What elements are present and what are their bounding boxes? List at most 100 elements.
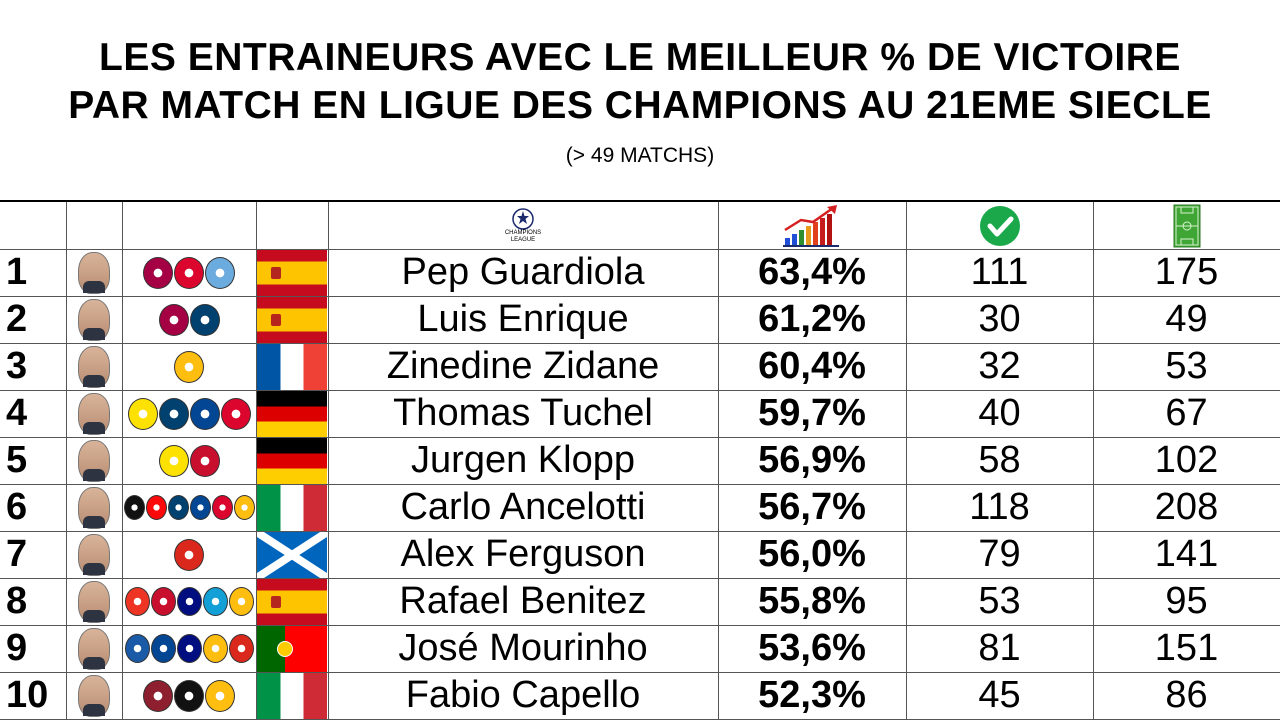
table-row: 4 Thomas Tuchel 59,7% 40 67 [0,390,1280,438]
coach-photo [66,625,122,672]
win-percentage: 61,2% [758,298,866,340]
matches: 95 [1165,580,1208,622]
club-crests [122,484,256,531]
club-crest-icon [205,256,235,289]
rank: 10 [6,674,49,716]
avatar [78,251,110,294]
matches: 102 [1154,439,1219,481]
wins: 45 [978,674,1021,716]
champions-league-logo: CHAMPIONS LEAGUE [328,202,718,249]
column-divider [122,202,123,720]
win-percentage: 60,4% [758,345,866,387]
club-crest-icon [158,303,189,336]
club-crest-icon [211,495,233,520]
rank: 3 [6,345,28,387]
flag-icon [257,249,327,296]
ranking-table: CHAMPIONS LEAGUE [0,200,1280,720]
nationality-flag [256,437,328,484]
club-crest-icon [158,444,189,477]
coach-photo [66,390,122,437]
club-crest-icon [174,256,204,289]
wins: 32 [978,345,1021,387]
avatar [78,439,110,482]
club-crest-group [123,495,255,520]
win-percentage: 56,9% [758,439,866,481]
rank: 8 [6,580,28,622]
club-crest-group [158,444,220,477]
flag-icon [257,484,327,531]
table-row: 6 Carlo Ancelotti 56,7% 118 208 [0,484,1280,532]
table-row: 2 Luis Enrique 61,2% 30 49 [0,296,1280,344]
table-row: 1 Pep Guardiola 63,4% 111 175 [0,249,1280,297]
club-crest-icon [228,587,254,616]
club-crest-group [174,350,204,383]
matches: 151 [1154,627,1219,669]
avatar [78,392,110,435]
avatar [78,674,110,717]
title-line-1: LES ENTRAINEURS AVEC LE MEILLEUR % DE VI… [99,36,1181,79]
check-circle-icon [906,202,1093,249]
title-line-2: PAR MATCH EN LIGUE DES CHAMPIONS AU 21EM… [68,84,1212,127]
flag-icon [257,390,327,437]
win-percentage: 56,0% [758,533,866,575]
win-percentage: 56,7% [758,486,866,528]
club-crest-icon [228,634,254,663]
champions-league-text: CHAMPIONS LEAGUE [504,229,542,243]
flag-icon [257,296,327,343]
football-pitch-icon [1093,202,1280,249]
column-divider [718,202,719,720]
matches: 175 [1154,251,1219,293]
avatar [78,580,110,623]
nationality-flag [256,249,328,296]
club-crest-icon [150,634,176,663]
win-percentage: 52,3% [758,674,866,716]
wins: 118 [969,486,1030,528]
coach-name: Alex Ferguson [400,533,646,575]
club-crest-icon [176,587,202,616]
column-divider [1093,202,1094,720]
flag-icon [257,343,327,390]
rank: 9 [6,627,28,669]
nationality-flag [256,578,328,625]
coach-photo [66,531,122,578]
table-header: CHAMPIONS LEAGUE [0,202,1280,250]
club-crest-icon [174,679,204,712]
nationality-flag [256,625,328,672]
column-divider [66,202,67,720]
club-crests [122,437,256,484]
wins: 30 [978,298,1021,340]
matches: 49 [1165,298,1208,340]
club-crest-icon [202,587,228,616]
coach-photo [66,672,122,719]
wins: 81 [978,627,1021,669]
flag-icon [257,625,327,672]
wins: 111 [970,251,1029,293]
nationality-flag [256,343,328,390]
win-percentage: 55,8% [758,580,866,622]
club-crests [122,296,256,343]
club-crest-group [124,634,254,663]
club-crest-icon [143,256,173,289]
club-crest-icon [189,444,220,477]
coach-name: Jurgen Klopp [411,439,635,481]
coach-name: Rafael Benitez [399,580,647,622]
coach-name: Fabio Capello [405,674,641,716]
nationality-flag [256,484,328,531]
coach-name: Zinedine Zidane [386,345,660,387]
club-crest-icon [127,397,158,430]
matches: 141 [1154,533,1219,575]
club-crest-icon [220,397,251,430]
win-percentage: 59,7% [758,392,866,434]
flag-icon [257,578,327,625]
club-crest-icon [189,397,220,430]
rank: 6 [6,486,28,528]
wins: 58 [978,439,1021,481]
club-crest-icon [205,679,235,712]
rank: 7 [6,533,28,575]
wins: 79 [978,533,1021,575]
rank: 5 [6,439,28,481]
coach-name: Luis Enrique [417,298,629,340]
club-crest-icon [124,634,150,663]
table-row: 3 Zinedine Zidane 60,4% 32 53 [0,343,1280,391]
club-crest-icon [145,495,167,520]
